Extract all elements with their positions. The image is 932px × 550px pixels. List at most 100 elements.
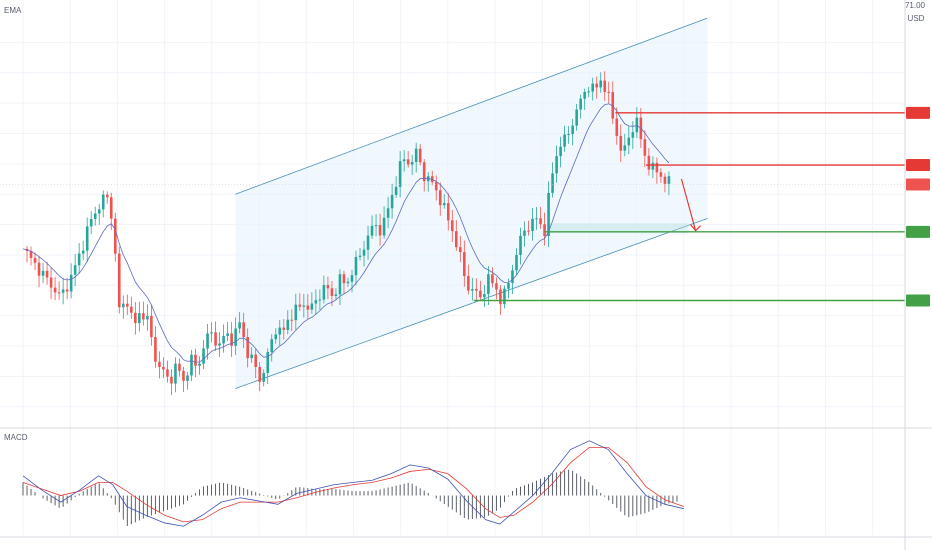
candle-body xyxy=(342,274,346,284)
candle-body xyxy=(322,285,326,300)
candle-body xyxy=(627,137,631,146)
candle-body xyxy=(222,335,225,344)
level-price-tag xyxy=(906,225,930,238)
candle-body xyxy=(282,327,286,330)
candle-body xyxy=(45,270,49,278)
candle-body xyxy=(422,162,426,182)
candle-body xyxy=(467,276,470,291)
forecast-arrow xyxy=(680,178,697,231)
candle-body xyxy=(587,91,590,93)
candle-body xyxy=(354,256,358,276)
candle-body xyxy=(623,145,627,151)
candle-body xyxy=(134,312,137,324)
candle-body xyxy=(410,161,414,165)
candle-body xyxy=(69,274,73,292)
candle-body xyxy=(386,208,390,218)
candle-body xyxy=(226,333,229,336)
candle-body xyxy=(89,219,93,227)
candle-body xyxy=(459,247,462,253)
candle-body xyxy=(471,288,474,291)
top-price-label: 71.00 xyxy=(905,1,926,10)
candle-body xyxy=(105,194,109,198)
level-price-tag xyxy=(906,294,930,307)
fib-zone xyxy=(546,223,689,234)
candle-body xyxy=(635,117,639,133)
candle-body xyxy=(595,83,599,88)
candle-body xyxy=(499,289,502,305)
candle-body xyxy=(109,197,113,219)
candle-body xyxy=(186,375,189,381)
candle-body xyxy=(438,190,442,206)
candle-body xyxy=(479,290,482,298)
candle-body xyxy=(338,274,342,295)
macd-signal-line xyxy=(22,446,684,523)
macd-pane xyxy=(22,440,684,527)
candle-body xyxy=(330,288,334,297)
candle-body xyxy=(539,218,542,225)
candle-body xyxy=(61,289,65,293)
candle-body xyxy=(298,304,302,307)
candle-body xyxy=(250,354,253,359)
candle-body xyxy=(73,265,77,275)
candle-body xyxy=(446,203,450,221)
candle-body xyxy=(326,285,330,289)
candle-body xyxy=(519,235,522,255)
candle-body xyxy=(190,354,193,376)
candle-body xyxy=(603,80,607,92)
candle-body xyxy=(81,250,85,254)
channel-upper-line xyxy=(235,17,708,195)
level-price-tag xyxy=(906,159,930,172)
candle-body xyxy=(154,337,157,362)
candle-body xyxy=(599,80,603,88)
candle-body xyxy=(274,334,278,340)
candle-body xyxy=(29,250,33,258)
candle-body xyxy=(302,305,306,307)
candle-body xyxy=(583,91,586,99)
candle-body xyxy=(511,270,514,284)
candle-body xyxy=(394,186,398,195)
candle-body xyxy=(567,134,570,136)
candle-body xyxy=(442,203,446,206)
candle-body xyxy=(270,339,274,352)
candle-body xyxy=(398,161,402,187)
candle-body xyxy=(406,159,410,165)
candle-body xyxy=(182,370,185,381)
candle-body xyxy=(101,194,105,210)
candle-body xyxy=(611,92,615,119)
candle-body xyxy=(491,274,494,284)
candle-body xyxy=(206,333,209,349)
candle-body xyxy=(53,287,57,293)
candle-body xyxy=(77,253,81,266)
candle-body xyxy=(310,303,314,310)
candle-body xyxy=(278,327,282,335)
candle-body xyxy=(93,213,97,220)
candle-body xyxy=(659,172,663,177)
candle-body xyxy=(418,148,422,163)
candle-body xyxy=(390,194,394,209)
candle-body xyxy=(402,159,406,162)
candle-body xyxy=(314,300,318,304)
macd-histogram xyxy=(22,469,678,527)
candle-body xyxy=(33,257,37,263)
candle-body xyxy=(174,363,177,384)
candle-body xyxy=(194,354,197,366)
candle-body xyxy=(667,176,671,184)
channel-lower-line xyxy=(235,218,708,389)
candle-body xyxy=(535,218,538,220)
candle-body xyxy=(230,333,233,346)
macd-label[interactable]: MACD xyxy=(4,433,28,442)
candle-body xyxy=(130,306,133,313)
candle-body xyxy=(563,134,566,147)
candle-body xyxy=(138,313,141,324)
candle-body xyxy=(559,146,562,157)
candle-body xyxy=(126,303,129,307)
last-price-tag xyxy=(906,178,930,191)
indicator-label[interactable]: EMA xyxy=(4,6,22,15)
candle-body xyxy=(370,225,374,236)
candle-body xyxy=(170,376,173,384)
candle-body xyxy=(294,304,298,321)
candle-body xyxy=(97,209,101,214)
candles xyxy=(25,71,671,395)
candle-body xyxy=(414,148,418,162)
